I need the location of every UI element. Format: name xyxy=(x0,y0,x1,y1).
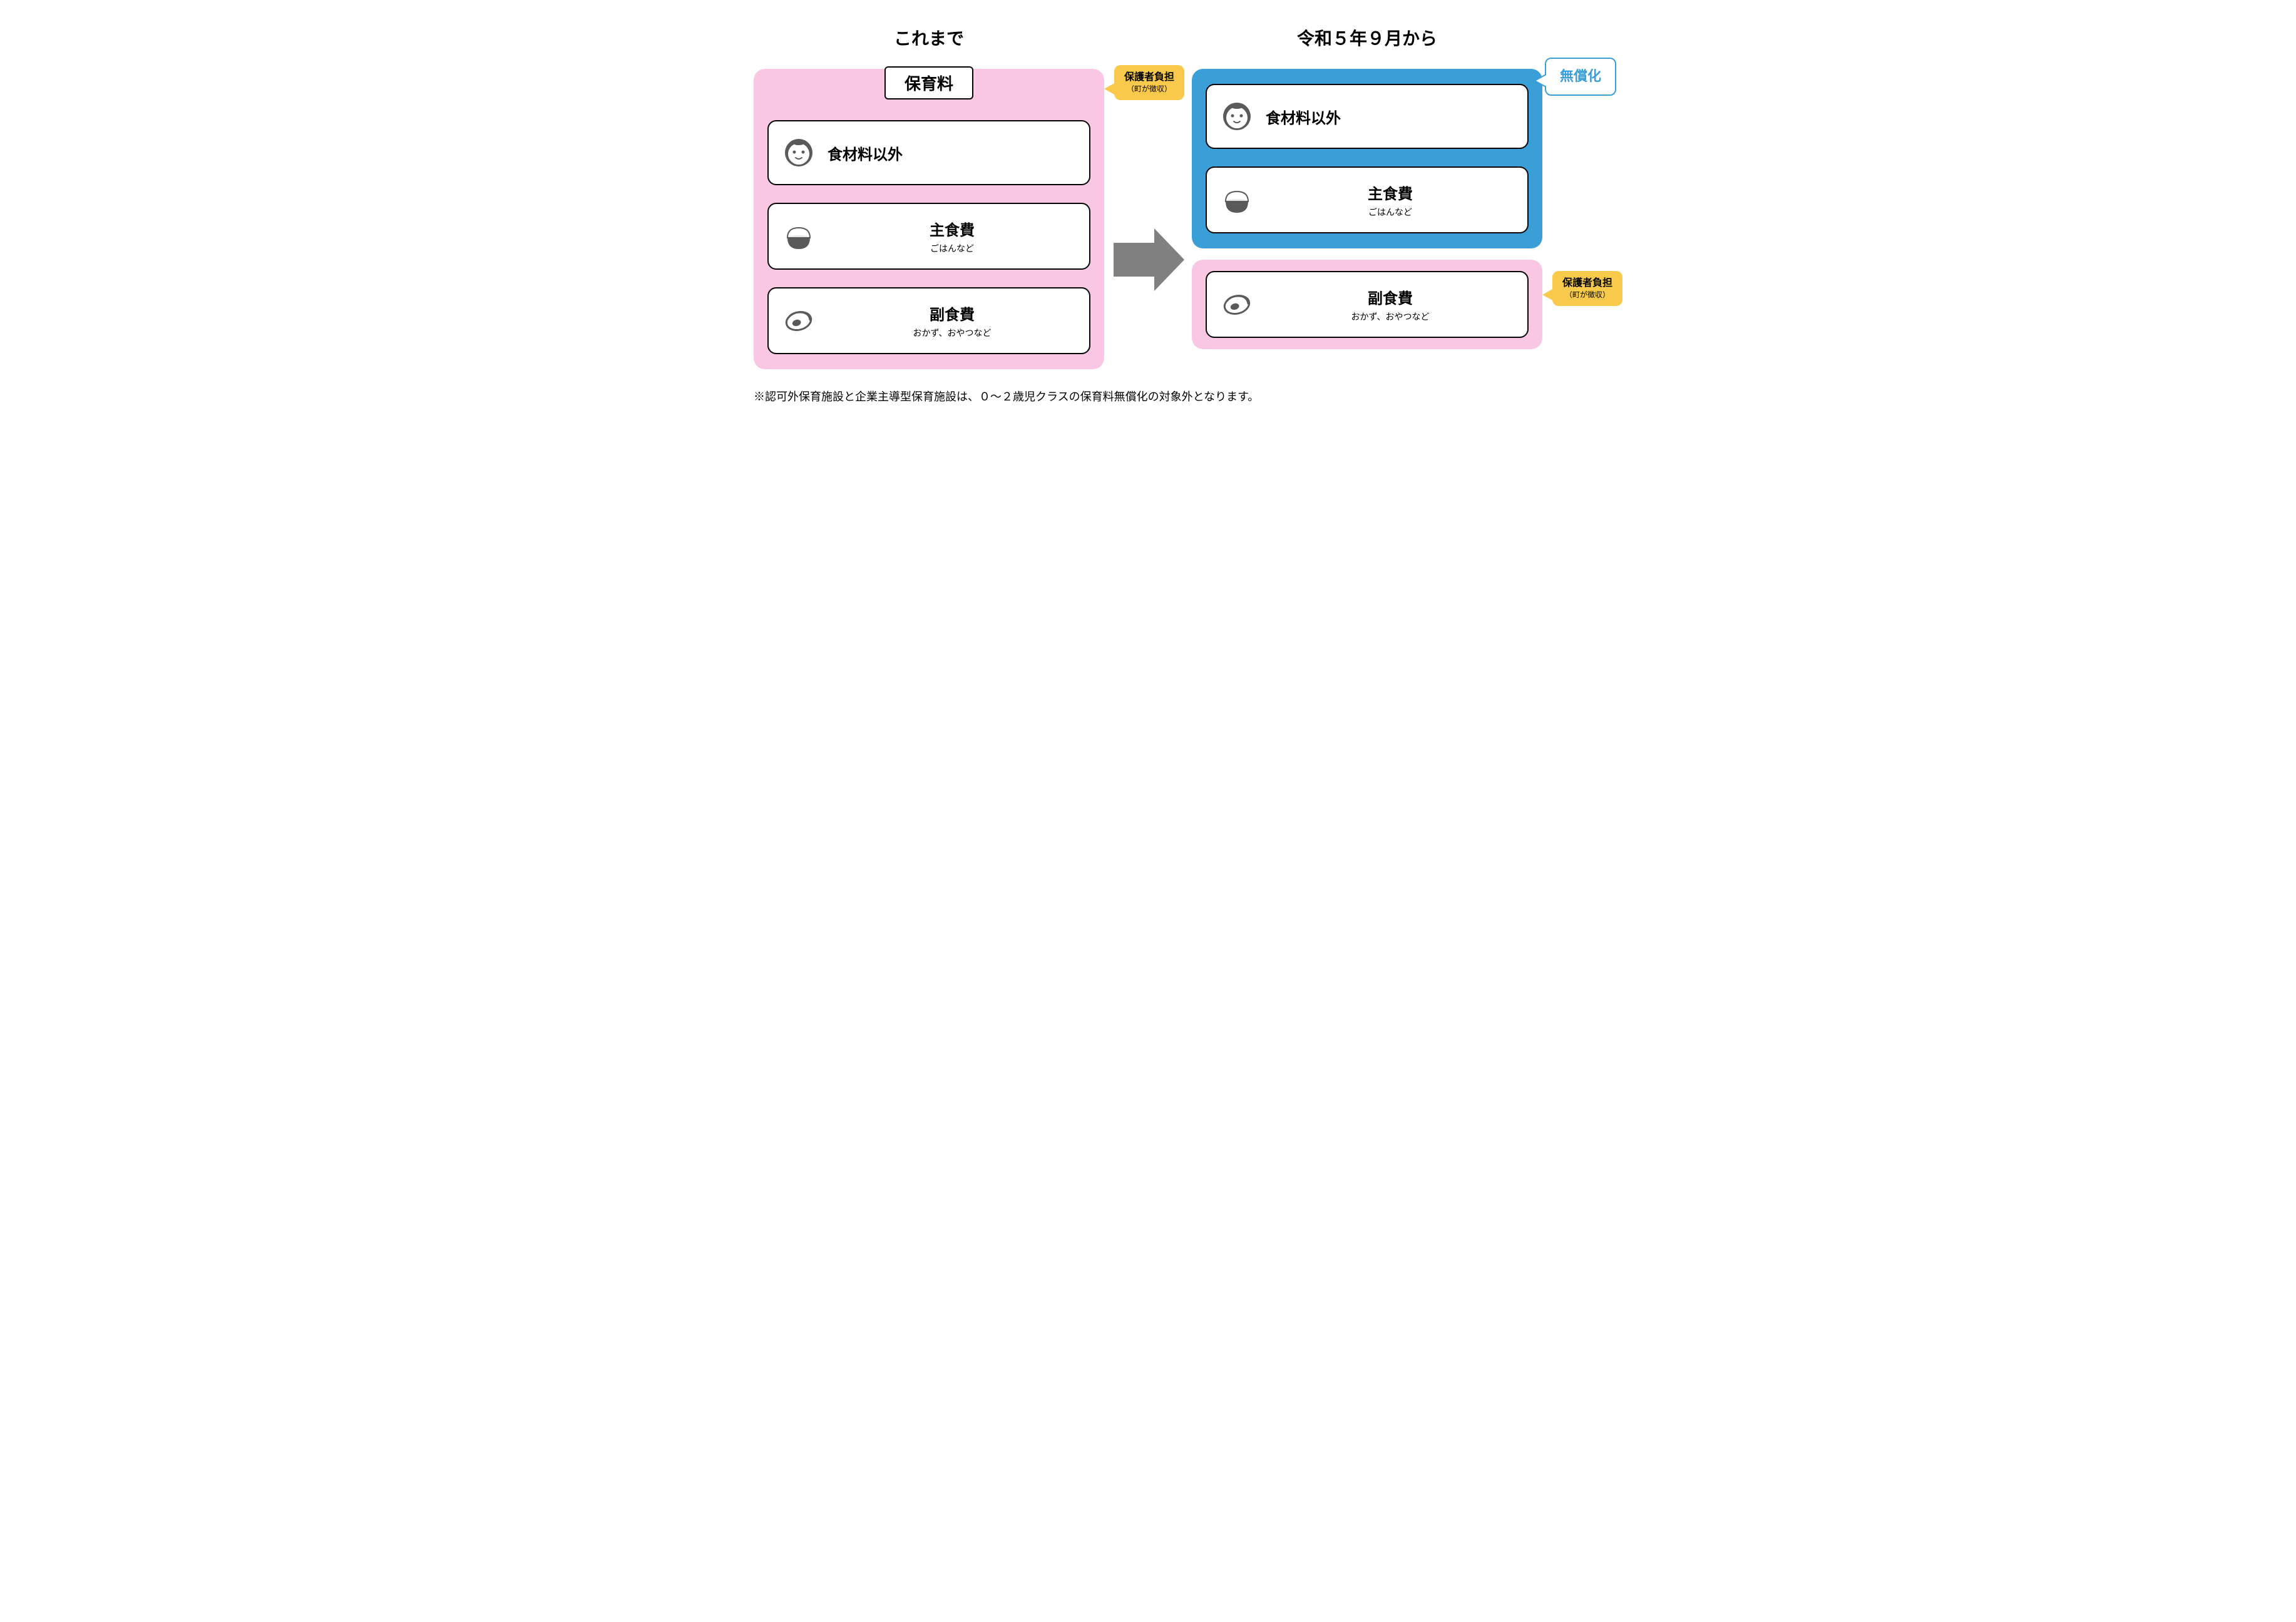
meat-icon xyxy=(781,303,816,339)
after-column: 令和５年９月から 無償化 食材料以外 主食費 ごはんなど xyxy=(1192,25,1542,349)
card-title: 主食費 xyxy=(930,218,975,240)
callout-tail-icon xyxy=(1104,83,1115,95)
callout-main: 保護者負担 xyxy=(1562,278,1612,288)
card-sub: おかず、おやつなど xyxy=(913,327,991,339)
free-panel: 無償化 食材料以外 主食費 ごはんなど xyxy=(1192,69,1542,248)
card-non-ingredients: 食材料以外 xyxy=(767,120,1090,185)
card-sub: おかず、おやつなど xyxy=(1351,310,1429,323)
card-title: 主食費 xyxy=(1368,181,1413,203)
callout-sub: （町が徴収） xyxy=(1124,84,1174,94)
fee-title-chip: 保育料 xyxy=(884,66,973,99)
free-callout-text: 無償化 xyxy=(1560,68,1601,84)
callout-tail-icon xyxy=(1542,288,1554,301)
card-title: 食材料以外 xyxy=(1266,106,1341,128)
face-icon xyxy=(1219,99,1254,134)
face-icon xyxy=(781,135,816,170)
before-column: これまで 保育料 保護者負担 （町が徴収） 食材料以外 主食費 ごはんなど xyxy=(754,25,1104,369)
callout-main: 保護者負担 xyxy=(1124,72,1174,83)
card-non-ingredients-after: 食材料以外 xyxy=(1206,84,1529,149)
after-header: 令和５年９月から xyxy=(1192,25,1542,50)
before-header: これまで xyxy=(754,25,1104,50)
comparison-diagram: これまで 保育料 保護者負担 （町が徴収） 食材料以外 主食費 ごはんなど xyxy=(754,25,1542,369)
arrow-icon xyxy=(1110,225,1186,294)
before-panel: 保育料 保護者負担 （町が徴収） 食材料以外 主食費 ごはんなど xyxy=(754,69,1104,369)
card-sub: ごはんなど xyxy=(930,242,974,255)
card-side-food: 副食費 おかず、おやつなど xyxy=(767,287,1090,354)
card-sub: ごはんなど xyxy=(1368,206,1412,218)
rice-icon xyxy=(1219,183,1254,218)
card-side-food-after: 副食費 おかず、おやつなど xyxy=(1206,271,1529,338)
card-staple-food-after: 主食費 ごはんなど xyxy=(1206,166,1529,233)
callout-tail-icon xyxy=(1536,74,1547,87)
card-staple-food: 主食費 ごはんなど xyxy=(767,203,1090,270)
guardian-panel-after: 保護者負担 （町が徴収） 副食費 おかず、おやつなど xyxy=(1192,260,1542,349)
free-callout: 無償化 xyxy=(1545,58,1616,96)
card-title: 副食費 xyxy=(1368,286,1413,308)
guardian-burden-callout-right: 保護者負担 （町が徴収） xyxy=(1552,271,1622,306)
callout-sub: （町が徴収） xyxy=(1562,290,1612,300)
guardian-burden-callout-left: 保護者負担 （町が徴収） xyxy=(1114,65,1184,100)
card-title: 食材料以外 xyxy=(828,142,903,164)
meat-icon xyxy=(1219,287,1254,322)
footnote: ※認可外保育施設と企業主導型保育施設は、０～２歳児クラスの保育料無償化の対象外と… xyxy=(754,388,1542,404)
card-title: 副食費 xyxy=(930,302,975,324)
rice-icon xyxy=(781,219,816,254)
